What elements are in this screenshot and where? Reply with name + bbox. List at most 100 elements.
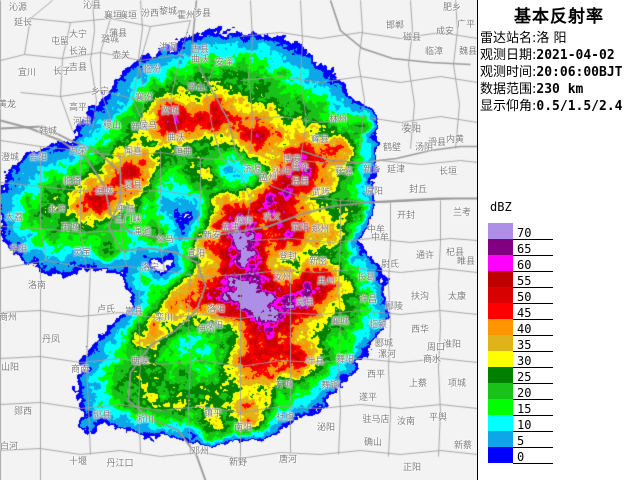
map-city-label: 河津 [72,117,92,127]
map-city-label: 洛宁 [140,263,160,273]
colorbar-band[interactable] [488,319,513,335]
map-city-label: 闻喜 [123,147,143,157]
map-city-label: 邯郸 [385,21,405,31]
colorbar-band[interactable] [488,271,513,287]
map-city-label: 稷山 [102,121,122,131]
map-city-label: 大荔 [4,213,24,223]
map-city-label: 安阳 [402,125,422,135]
map-city-label: 栾川 [154,313,174,323]
colorbar-band[interactable] [488,447,513,463]
map-city-label: 漯河 [377,350,397,360]
map-city-label: 太康 [447,292,467,302]
map-city-label: 山阳 [0,363,20,373]
colorbar-tick [513,399,553,400]
map-city-label: 长葛 [356,273,376,283]
colorbar-unit-label: dBZ [490,200,512,214]
map-city-label: 扶沟 [410,292,430,302]
colorbar-band[interactable] [488,255,513,271]
map-city-label: 孟州 [258,173,278,183]
map-city-label: 曲沃 [190,55,210,65]
map-city-label: 涉县 [192,9,212,19]
metadata-value: 0.5/1.5/2.4 [536,99,623,114]
colorbar-tick [513,255,553,256]
map-city-label: 平舆 [428,413,448,423]
colorbar-label: 60 [517,258,532,272]
map-city-label: 临猗 [62,177,82,187]
map-city-label: 临颍 [368,320,388,330]
map-city-label: 商州 [0,313,18,323]
map-city-label: 渑池 [132,227,152,237]
map-city-label: 舞阳 [335,355,355,365]
colorbar-tick [513,319,553,320]
map-city-label: 原阳 [364,187,384,197]
map-city-label: 南阳 [233,423,253,433]
colorbar-band[interactable] [488,415,513,431]
map-city-label: 新安 [202,231,222,241]
map-city-label: 长治 [68,47,88,57]
radar-map-pane[interactable]: 沁源 沁县 襄垣 黎城 涉县 邯郸 肥乡 广平 磁县 成安 临漳 魏县 屯留 襄垣 潞城 长治 长子 壶关 高平 汾西… [0,0,477,480]
map-city-label: 万荣 [68,147,88,157]
colorbar-band[interactable] [488,287,513,303]
colorbar-band[interactable] [488,367,513,383]
map-city-label: 确山 [363,438,383,448]
map-city-label: 叶县 [305,357,325,367]
colorbar-band[interactable] [488,431,513,447]
colorbar-label: 15 [517,402,532,416]
map-city-label: 成安 [435,27,455,37]
map-city-label: 项城 [447,379,467,389]
map-city-label: 泌阳 [316,423,336,433]
colorbar-tick [513,367,553,368]
map-city-label: 上蔡 [408,379,428,389]
map-city-label: 郧县 [92,411,112,421]
map-city-label: 壶关 [111,51,131,61]
map-city-label: 潞城 [100,35,120,45]
map-city-label: 巩义 [262,213,282,223]
map-city-label: 兰考 [452,208,472,218]
page-title: 基本反射率 [514,7,604,27]
map-city-label: 商南 [70,365,90,375]
colorbar-band[interactable] [488,383,513,399]
map-city-label: 禹州 [316,277,336,287]
colorbar-band[interactable] [488,399,513,415]
colorbar-tick [513,415,553,416]
colorbar-label: 5 [517,434,525,448]
map-city-label: 大宁 [68,30,88,40]
map-city-label: 三门峡 [114,215,142,225]
reflectivity-colorbar[interactable]: 70 65 60 55 50 45 40 35 30 25 20 15 10 5 0 [487,222,553,464]
map-city-label: 登封 [278,252,298,262]
map-city-label: 汝州 [272,273,292,283]
map-city-label: 翼城 [160,107,180,117]
map-city-label: 舞钢 [320,381,340,391]
colorbar-band[interactable] [488,239,513,255]
map-city-label: 新野 [228,458,248,468]
map-city-label: 邓州 [190,447,210,457]
map-city-label: 社旗 [275,413,295,423]
metadata-key: 观测日期: [480,48,537,63]
colorbar-label: 20 [517,386,532,400]
map-city-label: 西峡 [130,357,150,367]
map-city-label: 宜川 [17,68,37,78]
colorbar-band[interactable] [488,303,513,319]
colorbar-tick [513,383,553,384]
map-city-label: 白河 [0,442,19,452]
colorbar-band[interactable] [488,335,513,351]
map-city-label: 沁源 [8,3,28,13]
colorbar-label: 45 [517,306,532,320]
map-city-label: 丹江口 [106,459,134,469]
map-city-label: 临漳 [424,47,444,57]
metadata-row: 雷达站名: 洛 阳 [480,27,640,46]
map-city-label: 临汾 [142,65,162,75]
map-city-label: 滑县 [427,138,447,148]
colorbar-tick [513,303,553,304]
colorbar-band[interactable] [488,223,513,239]
radar-reflectivity-canvas[interactable] [0,0,477,480]
metadata-key: 显示仰角: [480,99,537,114]
map-city-label: 汤阴 [414,143,434,153]
colorbar-band[interactable] [488,351,513,367]
map-city-label: 辉县 [310,135,330,145]
map-city-label: 方城 [274,380,294,390]
map-city-label: 洪洞 [158,43,178,53]
colorbar-tick [513,431,553,432]
map-city-label: 郧西 [13,407,33,417]
